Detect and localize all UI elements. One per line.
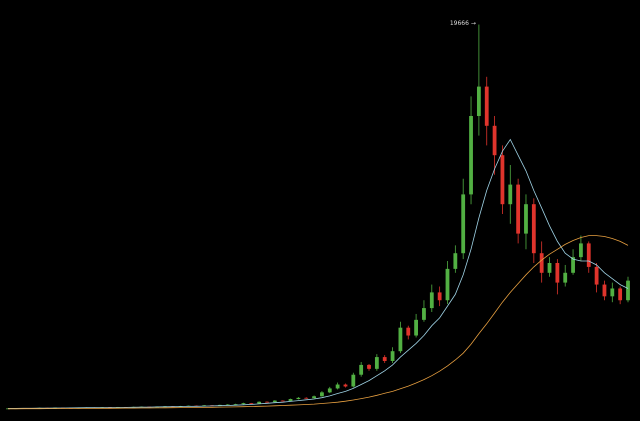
candle-body	[484, 86, 489, 126]
candle-body	[429, 292, 434, 309]
candle-body	[272, 400, 277, 403]
candle-body	[602, 284, 607, 297]
candle-body	[618, 288, 623, 301]
candle-body	[296, 397, 301, 400]
candle-body	[327, 388, 332, 393]
candle-body	[359, 364, 364, 375]
candle-body	[508, 184, 513, 205]
candle-body	[335, 384, 340, 389]
candle-body	[524, 204, 528, 234]
candle-body	[437, 292, 442, 301]
candle-body	[571, 257, 575, 273]
candle-body	[445, 268, 450, 301]
candle-body	[265, 401, 269, 403]
candle-body	[476, 86, 481, 116]
candle-body	[225, 404, 230, 406]
candle-body	[312, 396, 316, 399]
candle-body	[539, 253, 544, 273]
candle-body	[579, 243, 583, 258]
peak-annotation: 19666 →	[450, 20, 476, 27]
candle-body	[382, 357, 387, 361]
candle-body	[233, 404, 238, 405]
candle-body	[288, 399, 293, 402]
candle-body	[280, 400, 285, 402]
candle-body	[320, 392, 324, 397]
candle-body	[422, 308, 426, 320]
candle-body	[406, 327, 411, 336]
candle-body	[398, 327, 403, 352]
candle-body	[469, 116, 473, 195]
candle-body	[555, 263, 560, 283]
candle-body	[390, 351, 395, 361]
candle-body	[367, 364, 371, 369]
moving-average	[8, 138, 629, 409]
moving-average	[8, 235, 629, 410]
candle-body	[594, 266, 599, 285]
candle-body	[249, 403, 254, 404]
candle-body	[257, 401, 262, 404]
candle-body	[586, 243, 591, 267]
candle-body	[516, 184, 521, 234]
candle-body	[241, 403, 246, 405]
candle-body	[202, 405, 207, 407]
candle-body	[531, 204, 536, 254]
candle-body	[351, 374, 356, 387]
candle-body	[304, 397, 309, 399]
candle-body	[414, 319, 419, 336]
candle-body	[610, 288, 615, 297]
candle-body	[453, 253, 458, 269]
candle-body	[547, 263, 552, 273]
candle-body	[563, 272, 568, 283]
candle-body	[626, 280, 630, 301]
candle-body	[461, 194, 466, 254]
candle-body	[500, 155, 505, 205]
candle-body	[492, 125, 497, 156]
candle-body	[374, 357, 379, 369]
candle-body	[343, 384, 348, 387]
